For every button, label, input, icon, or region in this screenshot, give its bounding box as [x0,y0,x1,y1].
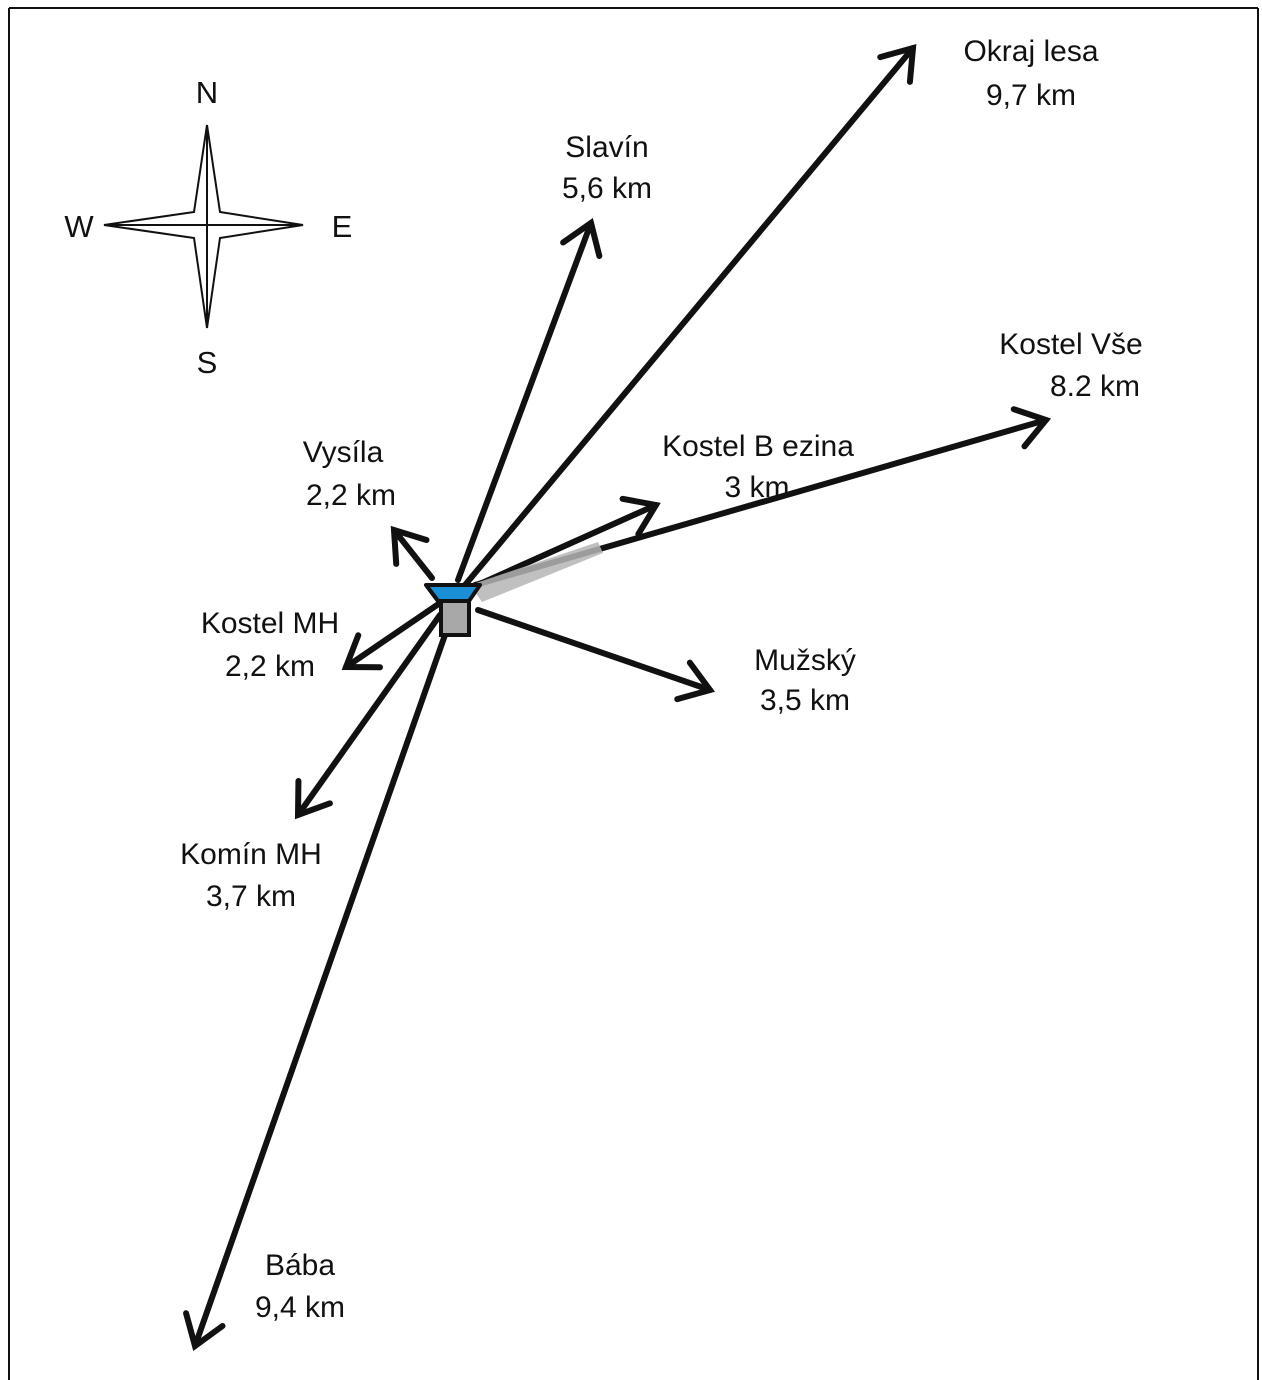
compass-north-label: N [196,75,218,110]
arrow-shaft-okraj [462,45,916,588]
compass-south-label: S [197,345,218,380]
compass-star-icon [103,124,304,329]
target-labels: Okraj lesa 9,7 km Slavín 5,6 km Kostel V… [180,35,1143,1324]
label-vysila-name: Vysíla [303,436,384,469]
label-vysila-distance: 2,2 km [306,479,396,512]
label-kostel-mh-name: Kostel MH [201,607,339,640]
arrowhead-kostel-mh [341,632,383,671]
arrow-muzsky [475,607,715,703]
compass-west-label: W [64,209,94,244]
label-komin-mh-distance: 3,7 km [206,880,296,913]
arrow-kostel-brezina [479,495,661,586]
arrow-shaft-komin-mh [295,612,443,818]
camera-lens [424,583,482,603]
label-komin-mh-name: Komín MH [180,838,322,871]
arrow-vysila [390,525,435,581]
arrow-komin-mh [294,612,443,820]
arrow-shaft-slavin [455,220,594,583]
label-kostel-vse-distance: 8.2 km [1050,370,1140,403]
arrow-okraj [462,43,917,588]
arrow-shaft-vysila [391,527,435,581]
arrowhead-baba [183,1310,226,1351]
arrowhead-muzsky [674,659,715,703]
arrow-slavin [455,218,603,583]
arrowhead-okraj [877,43,917,85]
label-kostel-brezina-name: Kostel B ezina [662,430,854,463]
arrowhead-komin-mh [294,778,333,820]
arrowhead-kostel-vse [1010,406,1052,450]
label-kostel-mh-distance: 2,2 km [225,650,315,683]
arrow-shaft-muzsky [475,607,713,693]
compass-rose: N S E W [64,75,352,380]
label-okraj-name: Okraj lesa [963,35,1098,68]
compass-east-label: E [332,209,353,244]
label-muzsky-name: Mužský [754,644,856,677]
label-kostel-brezina-distance: 3 km [724,471,789,504]
label-baba-distance: 9,4 km [255,1291,345,1324]
label-okraj-distance: 9,7 km [986,79,1076,112]
view-wedge [470,542,603,602]
arrowhead-kostel-brezina [619,495,661,538]
label-slavin-name: Slavín [565,131,648,164]
label-kostel-vse-name: Kostel Vše [999,328,1142,361]
label-baba-name: Bába [265,1249,335,1282]
arrowhead-slavin [560,218,603,259]
page-border [8,7,1259,1380]
arrow-baba [183,632,448,1351]
camera-body [439,599,471,637]
label-muzsky-distance: 3,5 km [760,684,850,717]
label-slavin-distance: 5,6 km [562,172,652,205]
arrow-shaft-baba [192,632,448,1349]
camera-icon [424,583,482,637]
arrow-kostel-mh [341,600,443,671]
direction-arrows [183,43,1052,1351]
arrow-shaft-kostel-brezina [479,502,659,586]
arrowhead-vysila [390,525,430,567]
arrow-shaft-kostel-mh [343,600,443,670]
